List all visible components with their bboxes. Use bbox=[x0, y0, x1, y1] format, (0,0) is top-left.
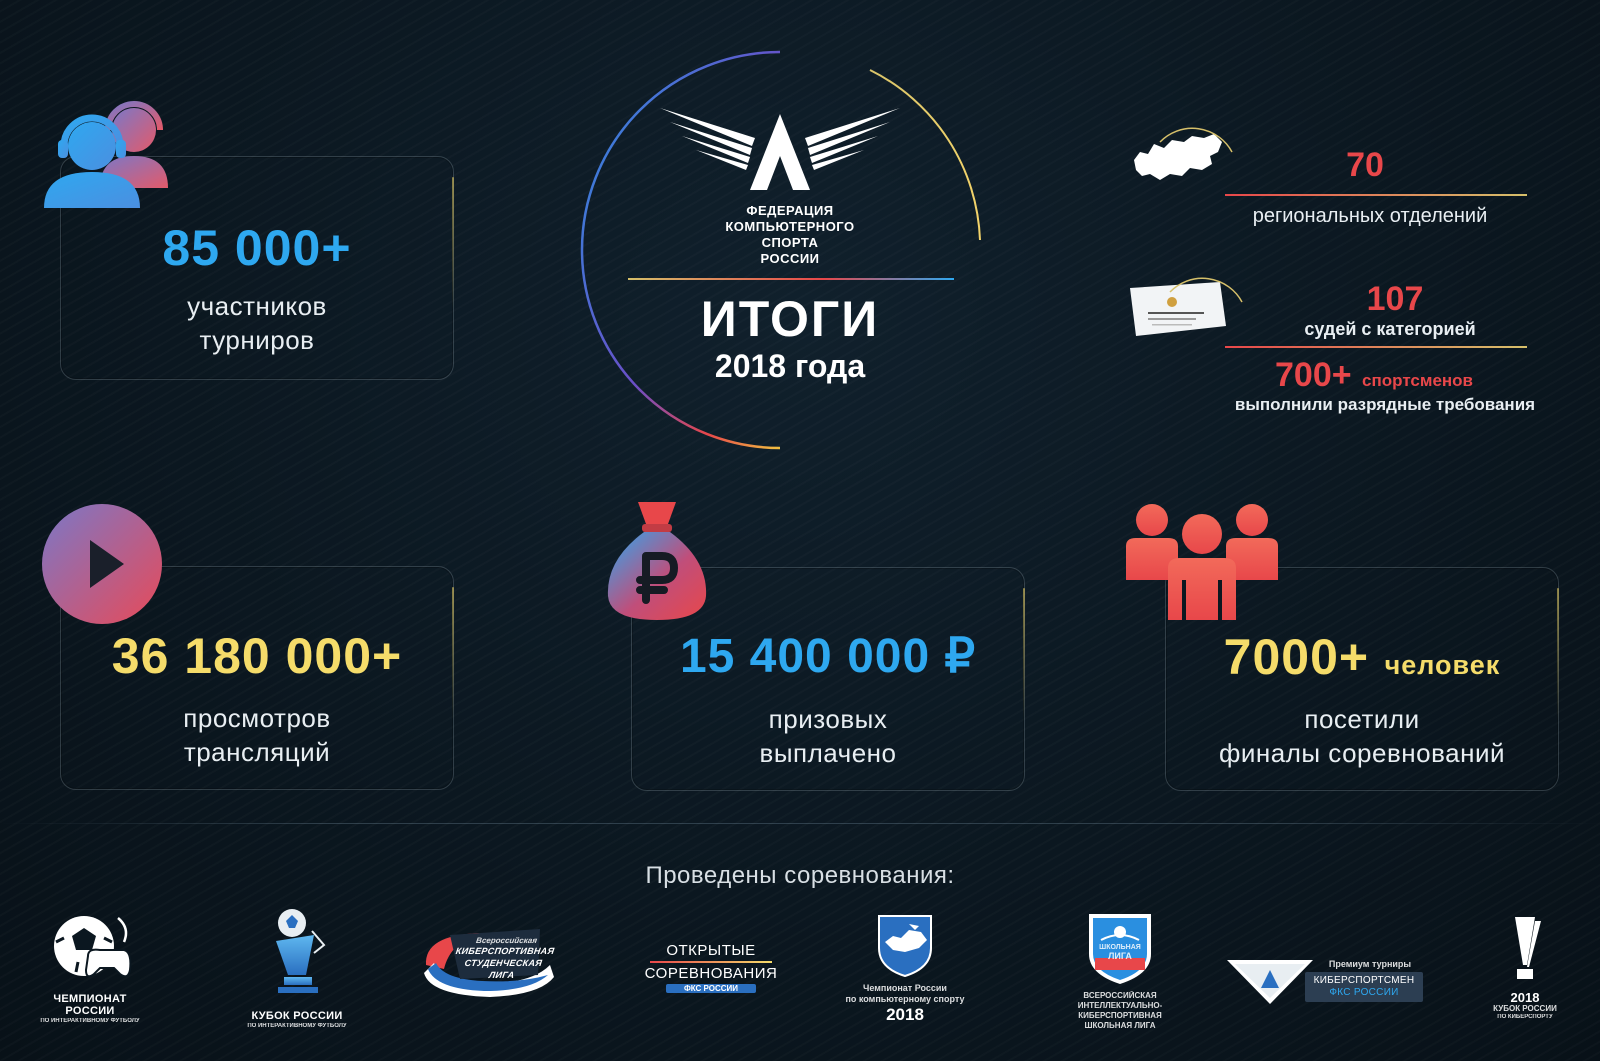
logo-6-line4: ШКОЛЬНАЯ ЛИГА bbox=[1084, 1021, 1156, 1030]
visitors-card: 7000+ человек посетили финалы соревнован… bbox=[1165, 567, 1559, 791]
headset-users-icon bbox=[44, 101, 168, 208]
federation-name-line: СПОРТА bbox=[761, 235, 819, 250]
views-card: 36 180 000+ просмотров трансляций bbox=[60, 566, 454, 790]
logo-school-league: ШКОЛЬНАЯ ЛИГА ВСЕРОССИЙСКАЯ ИНТЕЛЛЕКТУАЛ… bbox=[1040, 910, 1200, 1031]
regions-value: 70 bbox=[1346, 146, 1384, 184]
visitors-value: 7000+ bbox=[1223, 629, 1370, 685]
logo-3-line1: Всероссийская bbox=[475, 936, 538, 945]
logo-championship-football: ЧЕМПИОНАТ РОССИИ ПО ИНТЕРАКТИВНОМУ ФУТБО… bbox=[30, 908, 150, 1025]
logo-6-badge2: ЛИГА bbox=[1108, 951, 1132, 961]
cup-football-icon bbox=[276, 909, 326, 993]
people-group-icon bbox=[1126, 504, 1278, 620]
logo-4-line3: ФКС РОССИИ bbox=[666, 984, 756, 993]
logo-3-text: Всероссийская КИБЕРСПОРТИВНАЯ СТУДЕНЧЕСК… bbox=[451, 936, 557, 981]
logo-7-line2: ФКС РОССИИ bbox=[1329, 987, 1399, 998]
athletes-label: выполнили разрядные требования bbox=[1234, 395, 1536, 414]
views-label-2: трансляций bbox=[183, 737, 331, 767]
visitors-value-line: 7000+ человек bbox=[1166, 628, 1558, 686]
logo-8-line1: КУБОК РОССИИ bbox=[1493, 1004, 1557, 1013]
student-league-swoosh-icon bbox=[424, 929, 554, 997]
logo-4-divider bbox=[650, 961, 772, 963]
athletes-line: 700+ спортсменов bbox=[1275, 356, 1473, 395]
logo-russia-championship: Чемпионат России по компьютерному спорту… bbox=[830, 912, 980, 1025]
logo-7-line1: КИБЕРСПОРТСМЕН bbox=[1313, 975, 1415, 986]
center-arc bbox=[580, 50, 981, 450]
logo-6-line1: ВСЕРОССИЙСКАЯ bbox=[1083, 991, 1157, 1000]
prize-value: 15 400 000 ₽ bbox=[679, 630, 977, 683]
athletes-unit: спортсменов bbox=[1362, 371, 1474, 390]
page-subtitle: 2018 года bbox=[714, 348, 866, 384]
logo-3-line2: КИБЕРСПОРТИВНАЯ bbox=[455, 946, 556, 956]
logo-6-badge1: ШКОЛЬНАЯ bbox=[1099, 944, 1141, 951]
logo-student-league: Всероссийская КИБЕРСПОРТИВНАЯ СТУДЕНЧЕСК… bbox=[420, 925, 560, 1001]
participants-label-2: турниров bbox=[199, 325, 315, 355]
cup-trophy-icon bbox=[1515, 917, 1541, 979]
logo-1-line1: ЧЕМПИОНАТ bbox=[53, 993, 127, 1005]
participants-card: 85 000+ участников турниров bbox=[60, 156, 454, 380]
football-gamepad-icon bbox=[54, 916, 132, 978]
visitors-label-2: финалы соревнований bbox=[1218, 738, 1505, 768]
regions-arc bbox=[1159, 127, 1233, 153]
competitions-heading: Проведены соревнования: bbox=[645, 862, 955, 889]
views-value: 36 180 000+ bbox=[111, 628, 403, 684]
regions-label: региональных отделений bbox=[1252, 205, 1488, 227]
section-divider bbox=[0, 823, 1600, 824]
school-league-shield-icon bbox=[1089, 914, 1151, 984]
certificate-icon bbox=[1130, 282, 1226, 336]
money-bag-icon bbox=[607, 502, 707, 620]
page-title: ИТОГИ bbox=[700, 291, 880, 347]
federation-logo-icon bbox=[660, 108, 900, 190]
shield-map-icon bbox=[878, 915, 932, 978]
logo-5-line2: по компьютерному спорту bbox=[845, 994, 965, 1004]
premium-triangle-icon bbox=[1227, 960, 1313, 1004]
federation-name-line: РОССИИ bbox=[760, 251, 820, 266]
visitors-unit: человек bbox=[1384, 650, 1501, 680]
prize-label-2: выплачено bbox=[759, 738, 897, 768]
athletes-value: 700+ bbox=[1275, 356, 1352, 394]
logo-2-line1: КУБОК РОССИИ bbox=[251, 1010, 343, 1022]
regions-divider bbox=[1225, 194, 1527, 196]
judges-value: 107 bbox=[1366, 280, 1424, 318]
logo-premium-cybersportsman: Премиум турниры КИБЕРСПОРТСМЕН ФКС РОССИ… bbox=[1225, 958, 1423, 1008]
logo-7-top: Премиум турниры bbox=[1328, 959, 1412, 969]
federation-name-line: КОМПЬЮТЕРНОГО bbox=[725, 219, 855, 234]
logo-cybersport-cup: 2018 КУБОК РОССИИ ПО КИБЕРСПОРТУ bbox=[1480, 915, 1570, 1021]
logo-4-line2: СОРЕВНОВАНИЯ bbox=[644, 965, 778, 982]
federation-name-line: ФЕДЕРАЦИЯ bbox=[746, 203, 834, 218]
logo-7-box: КИБЕРСПОРТСМЕН ФКС РОССИИ bbox=[1305, 972, 1423, 1002]
logo-open-competitions: ОТКРЫТЫЕ СОРЕВНОВАНИЯ ФКС РОССИИ bbox=[636, 942, 786, 993]
logo-5-line1: Чемпионат России bbox=[863, 983, 947, 993]
participants-label-1: участников bbox=[187, 291, 327, 321]
logo-8-tiny: ПО КИБЕРСПОРТУ bbox=[1497, 1014, 1553, 1020]
logo-3-line3: СТУДЕНЧЕСКАЯ ЛИГА bbox=[463, 958, 543, 980]
logo-6-line2: ИНТЕЛЛЕКТУАЛЬНО- bbox=[1077, 1001, 1163, 1010]
logo-1-tiny: ПО ИНТЕРАКТИВНОМУ ФУТБОЛУ bbox=[40, 1018, 140, 1024]
logo-6-line3: КИБЕРСПОРТИВНАЯ bbox=[1078, 1011, 1162, 1020]
logo-2-tiny: ПО ИНТЕРАКТИВНОМУ ФУТБОЛУ bbox=[247, 1023, 347, 1029]
prize-label-1: призовых bbox=[768, 704, 888, 734]
judges-label: судей с категорией bbox=[1304, 319, 1476, 339]
prize-card: 15 400 000 ₽ призовых выплачено bbox=[631, 567, 1025, 791]
judges-arc bbox=[1169, 277, 1243, 303]
participants-value: 85 000+ bbox=[162, 220, 352, 276]
title-divider bbox=[628, 278, 954, 280]
judges-divider bbox=[1225, 346, 1527, 348]
views-label-1: просмотров bbox=[183, 703, 331, 733]
visitors-label-1: посетили bbox=[1304, 704, 1420, 734]
logo-cup-football: КУБОК РОССИИ ПО ИНТЕРАКТИВНОМУ ФУТБОЛУ bbox=[232, 905, 362, 1030]
logo-4-line1: ОТКРЫТЫЕ bbox=[666, 942, 756, 959]
logo-5-year: 2018 bbox=[886, 1005, 924, 1024]
federation-name: ФЕДЕРАЦИЯ КОМПЬЮТЕРНОГО СПОРТА РОССИИ bbox=[690, 203, 890, 267]
russia-map-icon bbox=[1134, 134, 1222, 180]
logo-6-badge: ШКОЛЬНАЯ ЛИГА bbox=[1085, 944, 1155, 961]
logo-8-year: 2018 bbox=[1510, 990, 1540, 1005]
play-icon bbox=[42, 504, 162, 624]
logo-1-line2: РОССИИ bbox=[65, 1005, 115, 1017]
